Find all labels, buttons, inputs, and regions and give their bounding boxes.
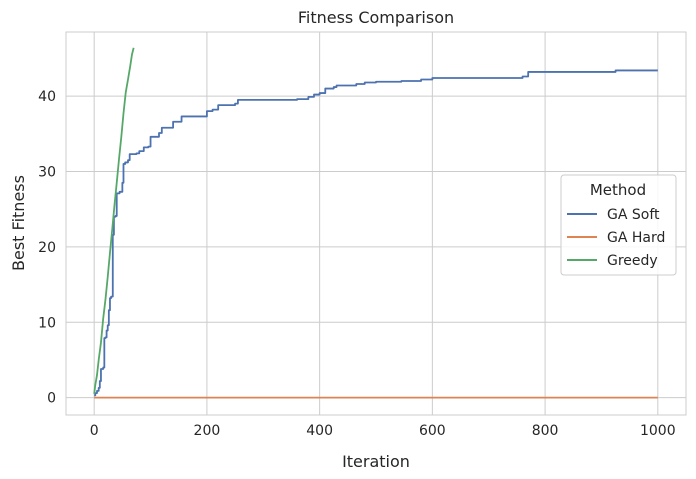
legend-label-greedy: Greedy [607, 253, 658, 269]
tick-labels: 0 200 400 600 800 1000 0 10 20 30 40 [38, 89, 675, 439]
legend: Method GA Soft GA Hard Greedy [560, 174, 677, 276]
y-tick-label: 0 [47, 391, 56, 407]
x-tick-label: 400 [306, 423, 333, 439]
legend-box [560, 174, 677, 276]
y-tick-label: 20 [38, 240, 56, 256]
x-tick-label: 0 [90, 423, 99, 439]
y-tick-label: 10 [38, 315, 56, 331]
series-line-greedy [93, 47, 135, 395]
chart-title: Fitness Comparison [298, 8, 454, 27]
x-tick-label: 200 [194, 423, 221, 439]
legend-title: Method [590, 181, 646, 199]
y-axis-title: Best Fitness [9, 175, 28, 271]
x-axis-title: Iteration [342, 452, 410, 471]
legend-label-ga-soft: GA Soft [607, 207, 660, 223]
y-tick-label: 40 [38, 89, 56, 105]
x-tick-label: 600 [419, 423, 446, 439]
x-tick-label: 800 [532, 423, 559, 439]
series-layer [93, 47, 658, 399]
series-line-ga-soft [94, 69, 658, 397]
y-tick-label: 30 [38, 164, 56, 180]
legend-label-ga-hard: GA Hard [607, 230, 665, 246]
x-tick-label: 1000 [640, 423, 676, 439]
plot-frame [65, 31, 687, 416]
legend-items: GA Soft GA Hard Greedy [567, 207, 665, 269]
